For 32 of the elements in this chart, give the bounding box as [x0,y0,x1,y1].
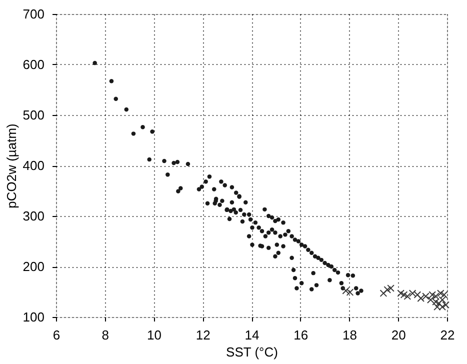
point [417,294,425,302]
point [342,287,350,294]
x-tick-label: 14 [244,328,260,342]
point [387,284,394,292]
point [435,300,443,308]
x-tick-label: 12 [196,328,210,342]
y-tick-label: 100 [22,310,44,324]
x-tick-label: 16 [294,328,308,342]
point [408,290,416,297]
y-tick-label: 300 [22,208,44,224]
point [380,290,388,297]
point [397,290,404,297]
y-tick-label: 700 [22,6,44,22]
y-axis-title: pCO2w (µatm) [4,124,19,208]
point [414,291,422,298]
y-tick-label: 400 [22,158,44,173]
point [346,288,354,296]
y-tick-label: 600 [22,57,44,72]
point [442,301,450,309]
x-tick-label: 18 [342,328,357,342]
point [422,292,430,300]
x-tick-label: 10 [147,328,162,342]
x-tick-label: 22 [440,328,455,342]
x-tick-label: 8 [102,328,109,342]
x-tick-label: 6 [52,328,60,342]
point [384,286,392,294]
point [404,292,412,300]
x-tick-label: 20 [391,328,406,342]
y-tick-label: 200 [22,259,44,274]
x-axis-title: SST (°C) [226,344,278,360]
point [400,291,408,298]
y-tick-label: 500 [22,108,44,122]
